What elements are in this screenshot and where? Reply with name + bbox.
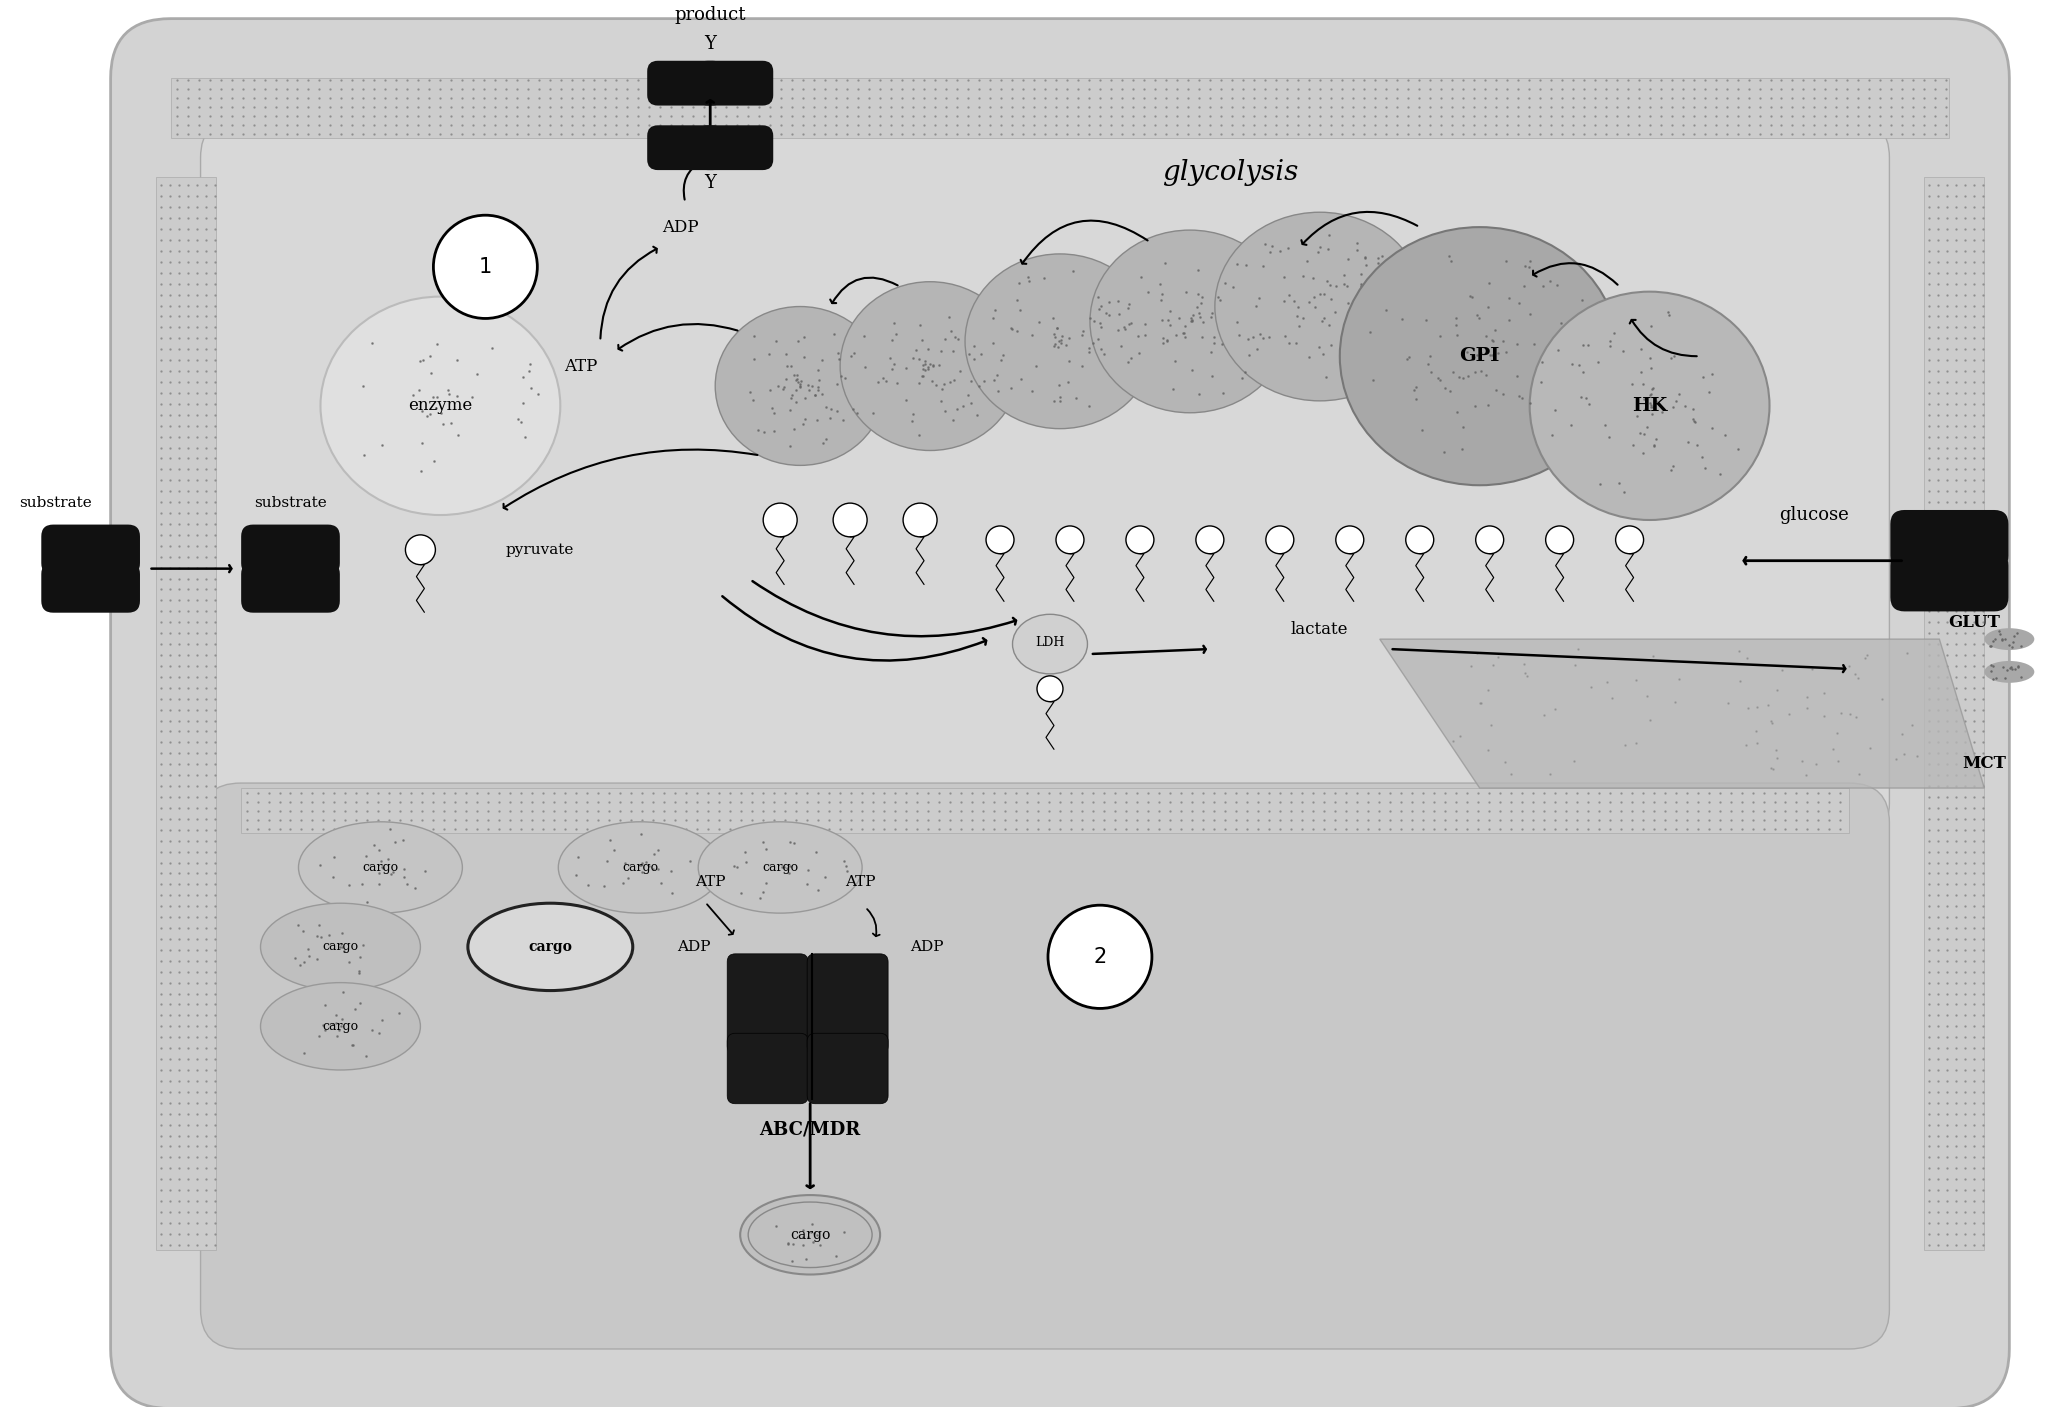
Text: cargo: cargo	[529, 940, 572, 954]
Circle shape	[1476, 526, 1503, 554]
Text: cargo: cargo	[622, 861, 659, 874]
Bar	[240, 788, 1850, 833]
Circle shape	[434, 215, 537, 318]
Text: cargo: cargo	[762, 861, 799, 874]
Bar	[155, 177, 215, 1249]
Circle shape	[1547, 526, 1574, 554]
Ellipse shape	[739, 1195, 880, 1275]
Text: X: X	[285, 530, 295, 545]
FancyBboxPatch shape	[242, 525, 341, 575]
FancyBboxPatch shape	[727, 1033, 807, 1103]
Ellipse shape	[1012, 615, 1088, 674]
Ellipse shape	[1530, 291, 1770, 521]
Ellipse shape	[320, 297, 560, 515]
Text: MCT: MCT	[1962, 754, 2007, 771]
Text: glycolysis: glycolysis	[1163, 159, 1299, 186]
Text: substrate: substrate	[19, 497, 93, 511]
Text: cargo: cargo	[322, 1020, 359, 1033]
Ellipse shape	[840, 281, 1020, 450]
Text: GLUT: GLUT	[1949, 613, 2001, 630]
Text: ADP: ADP	[911, 940, 944, 954]
Ellipse shape	[558, 822, 723, 913]
Text: ATP: ATP	[845, 875, 876, 889]
Ellipse shape	[964, 253, 1154, 429]
FancyBboxPatch shape	[200, 784, 1889, 1349]
Circle shape	[1125, 526, 1154, 554]
Ellipse shape	[469, 903, 632, 991]
Circle shape	[985, 526, 1014, 554]
Ellipse shape	[1984, 628, 2034, 650]
FancyBboxPatch shape	[807, 954, 888, 1054]
Ellipse shape	[698, 822, 861, 913]
Bar	[1925, 177, 1984, 1249]
FancyBboxPatch shape	[41, 563, 140, 612]
Ellipse shape	[1214, 212, 1425, 401]
Ellipse shape	[748, 1202, 871, 1268]
Ellipse shape	[1984, 661, 2034, 682]
Text: glucose: glucose	[1780, 507, 1850, 523]
Circle shape	[1266, 526, 1295, 554]
FancyBboxPatch shape	[1889, 552, 2009, 612]
Ellipse shape	[260, 903, 421, 991]
Text: product: product	[675, 145, 745, 163]
Text: pyruvate: pyruvate	[506, 543, 574, 557]
FancyBboxPatch shape	[112, 18, 2009, 1407]
Ellipse shape	[1340, 227, 1619, 485]
Text: ABC/MDR: ABC/MDR	[760, 1120, 861, 1138]
Circle shape	[1037, 675, 1063, 702]
Text: enzyme: enzyme	[409, 397, 473, 414]
Text: ATP: ATP	[564, 357, 597, 374]
Text: ADP: ADP	[677, 940, 710, 954]
FancyBboxPatch shape	[646, 61, 723, 106]
FancyBboxPatch shape	[698, 125, 772, 170]
Text: lactate: lactate	[1291, 620, 1348, 637]
Text: cargo: cargo	[322, 940, 359, 954]
Circle shape	[1196, 526, 1225, 554]
Text: substrate: substrate	[254, 497, 326, 511]
Ellipse shape	[260, 982, 421, 1069]
Text: ATP: ATP	[696, 875, 725, 889]
Circle shape	[1336, 526, 1363, 554]
Text: Y: Y	[704, 174, 717, 193]
Text: Y: Y	[704, 35, 717, 53]
Ellipse shape	[1090, 231, 1291, 412]
Text: ADP: ADP	[663, 218, 698, 235]
Circle shape	[405, 535, 436, 564]
Circle shape	[1055, 526, 1084, 554]
Text: product: product	[675, 6, 745, 24]
FancyBboxPatch shape	[41, 525, 140, 575]
Ellipse shape	[299, 822, 463, 913]
Bar	[171, 79, 1949, 138]
Polygon shape	[1379, 639, 1984, 788]
Text: 1: 1	[479, 257, 491, 277]
Circle shape	[1406, 526, 1433, 554]
Circle shape	[1049, 905, 1152, 1009]
Text: 2: 2	[1092, 947, 1107, 967]
Circle shape	[902, 504, 938, 537]
Circle shape	[1615, 526, 1644, 554]
FancyBboxPatch shape	[242, 563, 341, 612]
Ellipse shape	[714, 307, 886, 466]
Text: X: X	[50, 530, 62, 545]
FancyBboxPatch shape	[646, 125, 723, 170]
Text: cargo: cargo	[791, 1228, 830, 1242]
FancyBboxPatch shape	[1889, 509, 2009, 570]
FancyBboxPatch shape	[698, 61, 772, 106]
Text: GPI: GPI	[1460, 348, 1499, 366]
Circle shape	[832, 504, 867, 537]
Circle shape	[764, 504, 797, 537]
FancyBboxPatch shape	[727, 954, 807, 1054]
FancyBboxPatch shape	[807, 1033, 888, 1103]
Text: cargo: cargo	[361, 861, 399, 874]
Text: LDH: LDH	[1035, 636, 1066, 649]
FancyBboxPatch shape	[200, 118, 1889, 843]
Text: HK: HK	[1631, 397, 1666, 415]
